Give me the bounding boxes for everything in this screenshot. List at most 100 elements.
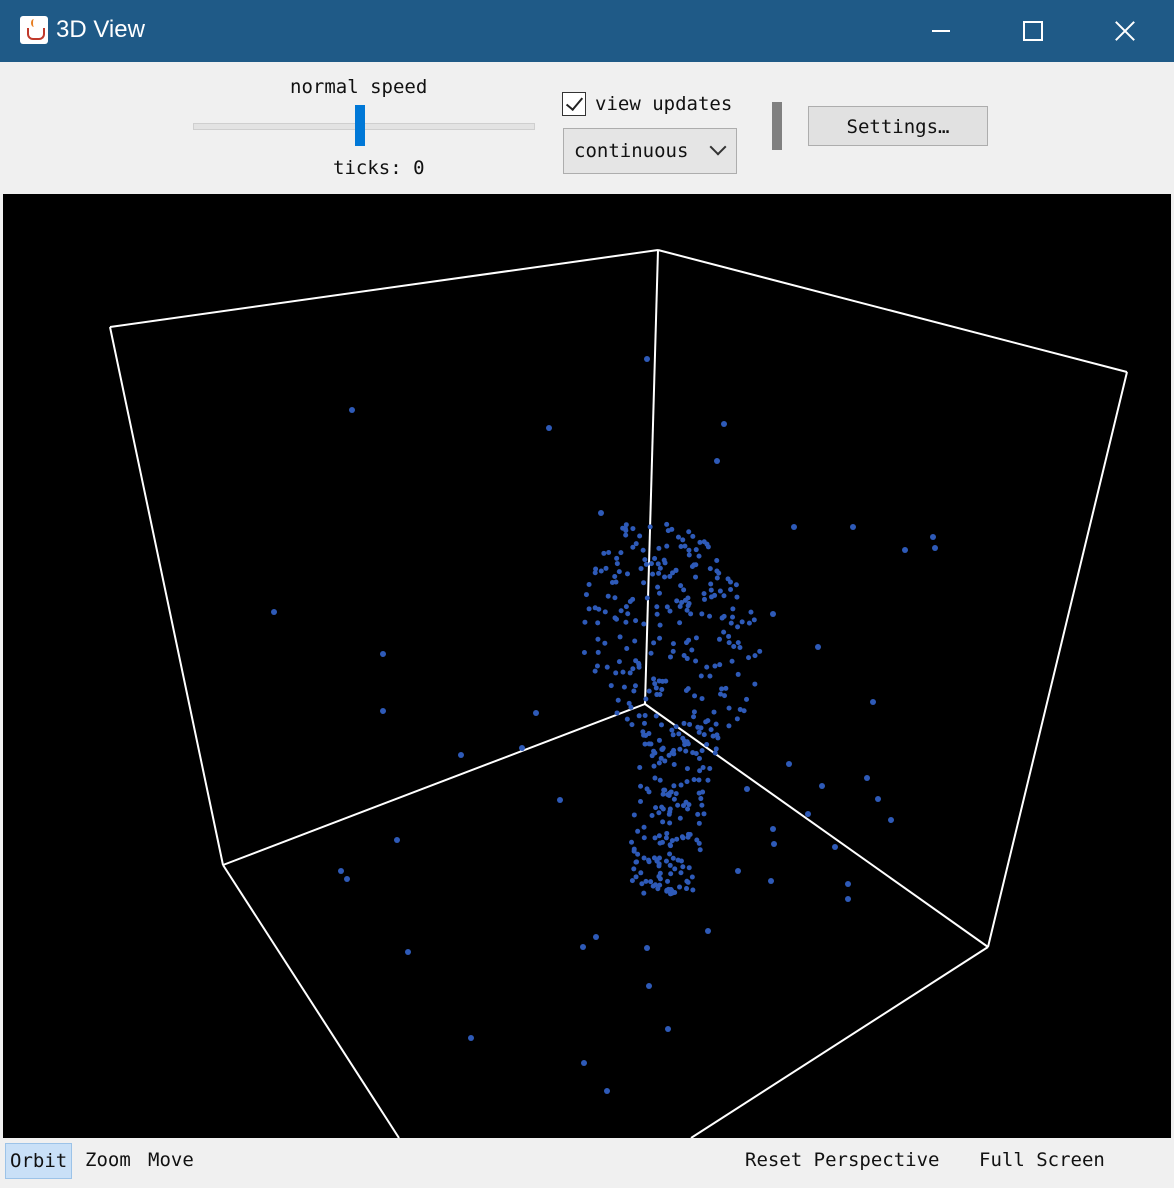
agent-dot xyxy=(668,887,674,893)
view-updates-checkbox[interactable] xyxy=(562,92,586,116)
close-icon xyxy=(1114,20,1136,42)
agent-dot xyxy=(726,640,732,646)
agent-dot xyxy=(712,663,718,669)
agent-dot xyxy=(707,613,713,619)
box-edge xyxy=(657,249,1128,373)
agent-dot xyxy=(653,713,659,719)
reset-perspective-button[interactable]: Reset Perspective xyxy=(745,1149,940,1171)
agent-dot xyxy=(689,647,695,653)
move-button[interactable]: Move xyxy=(148,1149,194,1171)
agent-dot xyxy=(623,619,629,625)
3d-viewport[interactable] xyxy=(3,194,1171,1138)
agent-dot xyxy=(670,648,676,654)
agent-dot xyxy=(739,619,745,625)
agent-dot xyxy=(728,586,734,592)
agent-dot xyxy=(670,732,676,738)
agent-dot xyxy=(582,619,588,625)
agent-dot xyxy=(675,802,681,808)
full-screen-button[interactable]: Full Screen xyxy=(979,1149,1105,1171)
view-updates-label[interactable]: view updates xyxy=(595,93,733,115)
agent-dot xyxy=(657,565,663,571)
agent-dot xyxy=(699,611,705,617)
zoom-button[interactable]: Zoom xyxy=(85,1149,131,1171)
agent-dot xyxy=(714,458,720,464)
agent-dot xyxy=(691,714,697,720)
agent-dot xyxy=(629,722,635,728)
agent-dot xyxy=(641,720,647,726)
agent-dot xyxy=(727,579,733,585)
orbit-button[interactable]: Orbit xyxy=(5,1143,73,1179)
agent-dot xyxy=(643,561,649,567)
agent-dot xyxy=(687,721,693,727)
agent-dot xyxy=(646,789,652,795)
agent-dot xyxy=(646,859,652,865)
settings-button[interactable]: Settings… xyxy=(808,106,988,146)
update-mode-dropdown[interactable]: continuous xyxy=(563,128,737,174)
agent-dot xyxy=(864,775,870,781)
agent-dot xyxy=(689,874,695,880)
agent-dot xyxy=(708,727,714,733)
agent-dot xyxy=(583,592,589,598)
agent-dot xyxy=(671,796,677,802)
close-button[interactable] xyxy=(1078,0,1170,62)
agent-dot xyxy=(693,574,699,580)
agent-dot xyxy=(598,568,604,574)
agent-dot xyxy=(662,574,668,580)
agent-dot xyxy=(608,683,614,689)
speed-slider-thumb[interactable] xyxy=(355,105,365,146)
agent-dot xyxy=(667,891,673,897)
agent-dot xyxy=(674,598,680,604)
agent-dot xyxy=(677,746,683,752)
update-mode-value: continuous xyxy=(574,140,689,162)
agent-dot xyxy=(653,805,659,811)
agent-dot xyxy=(657,876,663,882)
agent-dot xyxy=(660,791,666,797)
agent-dot xyxy=(661,787,667,793)
agent-dot xyxy=(653,685,659,691)
agent-dot xyxy=(665,1026,671,1032)
agent-dot xyxy=(609,579,615,585)
agent-dot xyxy=(695,724,701,730)
toolbar-separator xyxy=(772,102,782,150)
agent-dot xyxy=(699,748,705,754)
minimize-button[interactable] xyxy=(895,0,987,62)
agent-dot xyxy=(672,890,678,896)
agent-dot xyxy=(686,637,692,643)
agent-dot xyxy=(620,525,626,531)
agent-dot xyxy=(705,928,711,934)
agent-dot xyxy=(686,865,692,871)
agent-dot xyxy=(832,844,838,850)
agent-dot xyxy=(701,596,707,602)
agent-dot xyxy=(595,649,601,655)
chevron-down-icon xyxy=(709,138,727,156)
agent-dot xyxy=(805,811,811,817)
agent-dot xyxy=(630,544,636,550)
agent-dot xyxy=(657,692,663,698)
agent-dot xyxy=(701,591,707,597)
agent-dot xyxy=(696,820,702,826)
agent-dot xyxy=(705,777,711,783)
maximize-button[interactable] xyxy=(986,0,1078,62)
agent-dot xyxy=(701,732,707,738)
agent-dot xyxy=(737,706,743,712)
agent-dot xyxy=(615,697,621,703)
agent-dot xyxy=(618,550,624,556)
agent-dot xyxy=(644,595,650,601)
agent-dot xyxy=(693,635,699,641)
agent-dot xyxy=(729,658,735,664)
agent-dot xyxy=(735,671,741,677)
agent-dot xyxy=(641,890,647,896)
title-bar[interactable]: 3D View xyxy=(0,0,1174,62)
agent-dot xyxy=(686,529,692,535)
agent-dot xyxy=(679,834,685,840)
agent-dot xyxy=(655,561,661,567)
agent-dot xyxy=(703,719,709,725)
agent-dot xyxy=(641,855,647,861)
agent-dot xyxy=(691,562,697,568)
agent-dot xyxy=(623,522,629,528)
agent-dot xyxy=(635,851,641,857)
agent-dot xyxy=(685,686,691,692)
agent-dot xyxy=(638,798,644,804)
agent-dot xyxy=(719,615,725,621)
agent-dot xyxy=(673,791,679,797)
